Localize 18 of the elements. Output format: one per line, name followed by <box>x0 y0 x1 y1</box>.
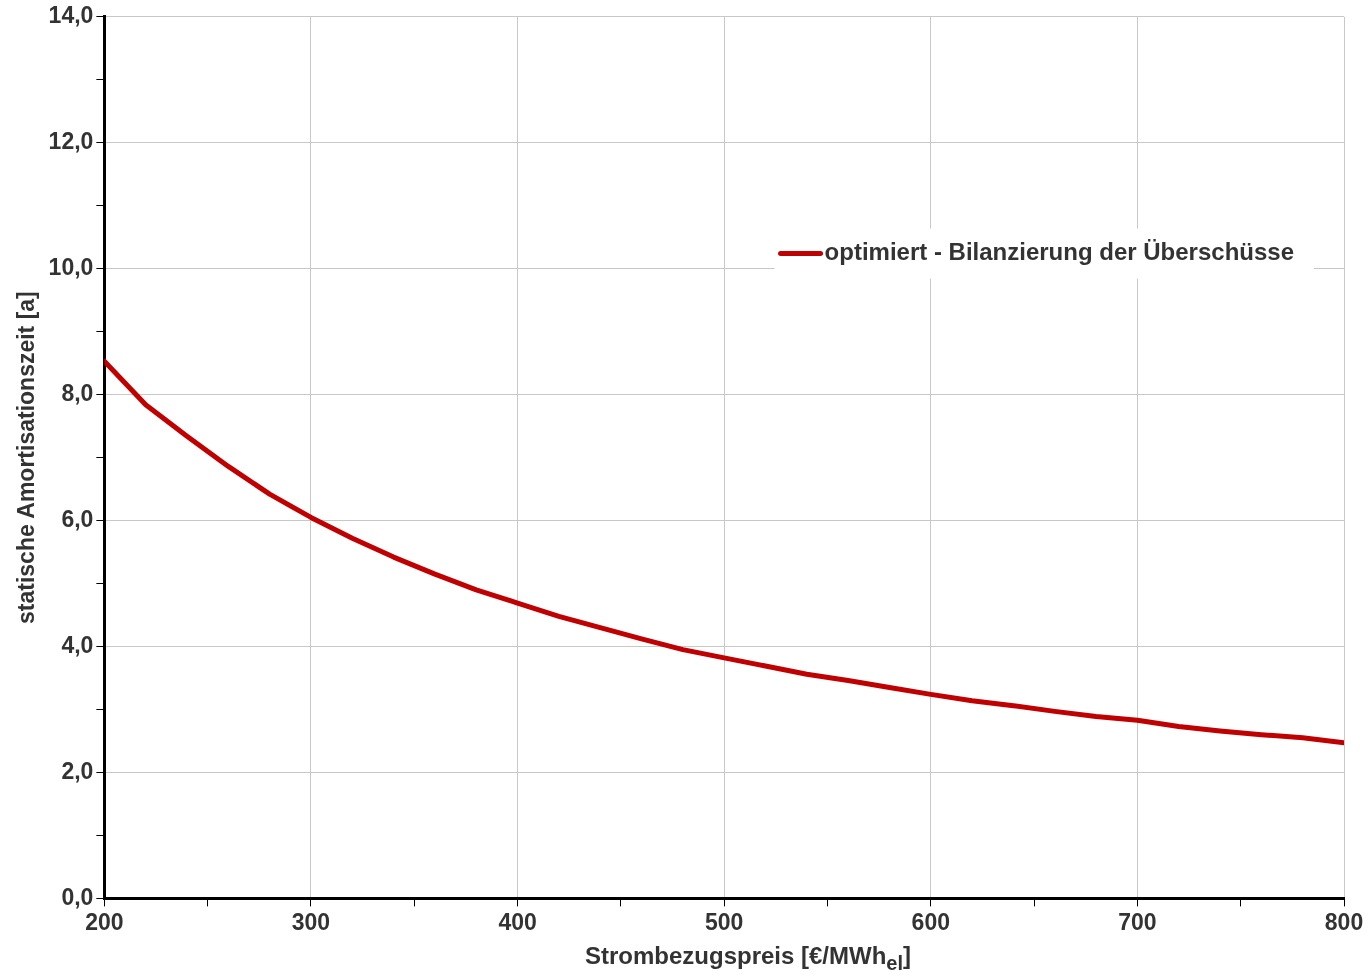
x-tick-label: 600 <box>911 908 950 935</box>
y-axis-title: statische Amortisationszeit [a] <box>13 291 40 624</box>
x-axis-title: Strombezugspreis [€/MWh$_{el}$] <box>583 942 912 975</box>
y-tick-label: 8,0 <box>61 379 94 406</box>
y-tick-label: 2,0 <box>61 757 94 784</box>
x-tick-label: 300 <box>291 908 331 935</box>
y-tick-label: 10,0 <box>48 254 94 281</box>
x-tick-label: 700 <box>1118 908 1157 935</box>
legend-label: optimiert - Bilanzierung der Überschüsse <box>824 238 1295 266</box>
y-tick-label: 6,0 <box>61 505 94 532</box>
x-tick-label: 400 <box>498 908 537 935</box>
y-tick-label: 0,0 <box>61 883 94 910</box>
x-tick-label: 800 <box>1324 908 1364 935</box>
y-tick-label: 14,0 <box>48 2 94 29</box>
y-tick-label: 4,0 <box>61 631 94 658</box>
y-tick-label: 12,0 <box>48 128 94 155</box>
x-tick-label: 200 <box>85 908 124 935</box>
x-tick-label: 500 <box>704 908 744 935</box>
